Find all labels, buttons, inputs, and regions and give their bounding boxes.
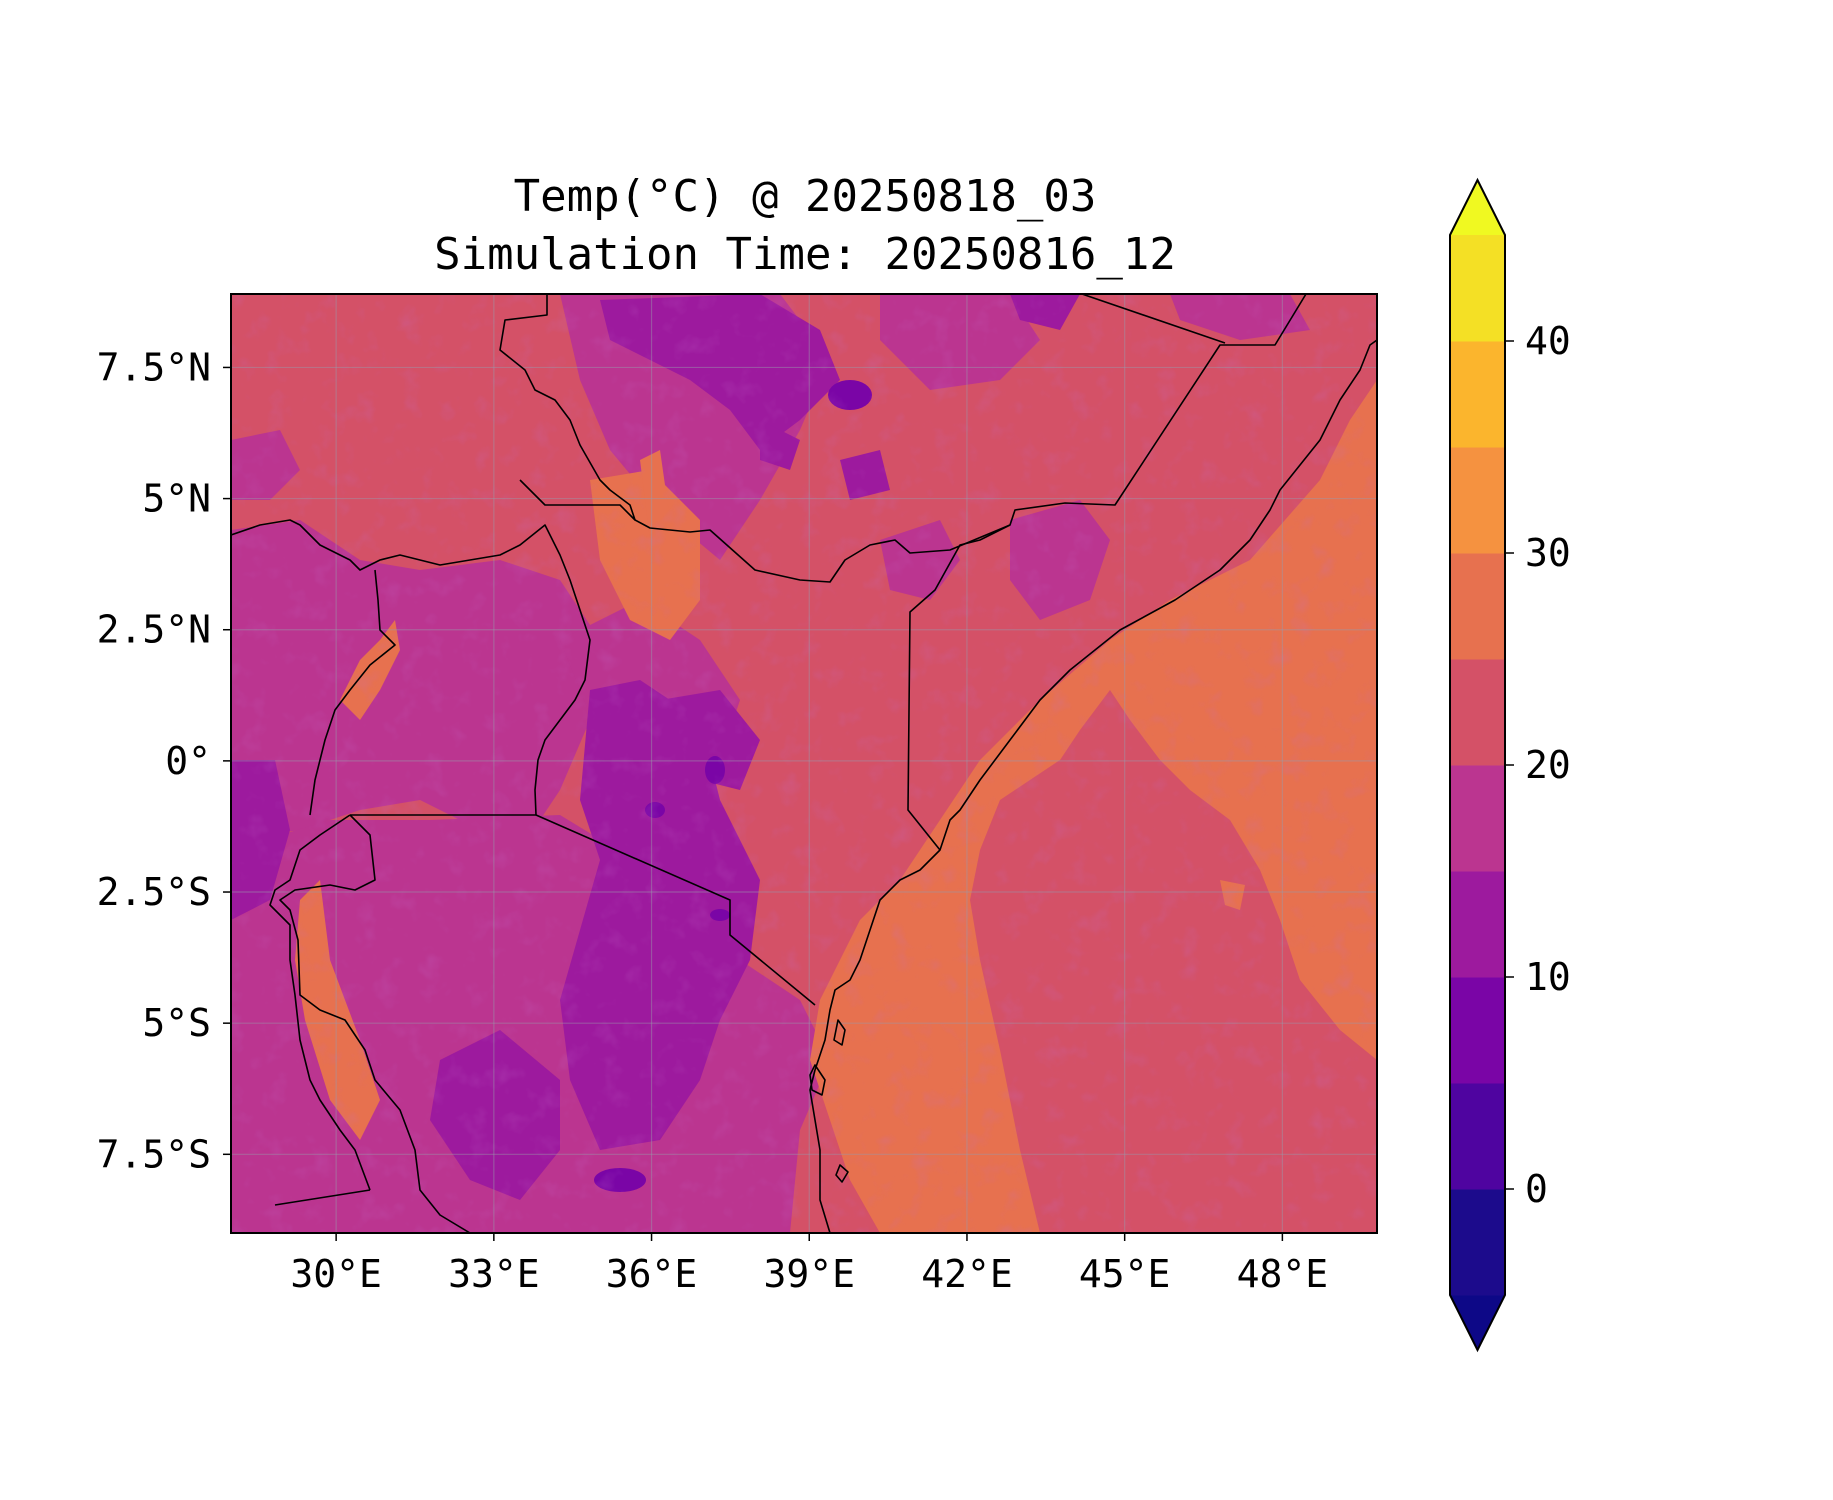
- island-pemba: [833, 1019, 846, 1046]
- border-kenya-ethiopia: [519, 479, 1011, 583]
- colorbar-tick-label: 20: [1525, 743, 1571, 787]
- map-frame: [230, 293, 1378, 1234]
- coastlines-and-borders: [231, 294, 1377, 1233]
- border-uganda-south-sudan: [231, 519, 591, 816]
- colorbar-segment: [1450, 553, 1505, 660]
- border-rwanda-burundi: [279, 814, 471, 1233]
- colorbar-segment: [1450, 1083, 1505, 1190]
- lon-tick-label: 48°E: [1237, 1252, 1329, 1296]
- border-sudan-ethiopia: [1081, 294, 1226, 344]
- lat-tick-label: 2.5°S: [97, 870, 211, 914]
- lon-tick-label: 42°E: [921, 1252, 1013, 1296]
- colorbar-segment: [1450, 659, 1505, 766]
- lat-tick-label: 0°: [165, 739, 211, 783]
- colorbar: 0 10 20 30 40: [1449, 177, 1571, 1353]
- map-gridlines: [231, 294, 1377, 1233]
- lat-tick-label: 5°N: [142, 477, 211, 521]
- lat-tick-label: 7.5°S: [97, 1132, 211, 1176]
- island-mafia: [835, 1164, 849, 1183]
- lat-tick-label: 5°S: [142, 1001, 211, 1045]
- border-zambia: [274, 1189, 371, 1206]
- coastline-horn: [809, 339, 1377, 1233]
- colorbar-tick-label: 30: [1525, 531, 1571, 575]
- lon-tick-label: 36°E: [606, 1252, 698, 1296]
- lon-tick-label: 30°E: [290, 1252, 382, 1296]
- border-drc-uganda: [309, 569, 396, 816]
- lon-tick-label: 45°E: [1079, 1252, 1171, 1296]
- latitude-axis: 7.5°N 5°N 2.5°N 0° 2.5°S 5°S 7.5°S: [97, 345, 231, 1176]
- colorbar-extend-high: [1450, 180, 1505, 235]
- longitude-axis: 30°E 33°E 36°E 39°E 42°E 45°E 48°E: [290, 1233, 1328, 1296]
- colorbar-segment: [1450, 977, 1505, 1084]
- colorbar-segment: [1450, 871, 1505, 978]
- colorbar-segment: [1450, 235, 1505, 342]
- island-zanzibar: [809, 1064, 826, 1096]
- colorbar-outline: [1449, 177, 1506, 1353]
- colorbar-tick-label: 10: [1525, 955, 1571, 999]
- border-kenya-tanzania: [535, 814, 816, 1006]
- lon-tick-label: 33°E: [448, 1252, 540, 1296]
- border-drc-tanzania-lake: [269, 814, 371, 1191]
- colorbar-tick-label: 40: [1525, 319, 1571, 363]
- border-south-sudan: [499, 294, 636, 521]
- map-subtitle: Simulation Time: 20250816_12: [434, 229, 1176, 280]
- lon-tick-label: 39°E: [763, 1252, 855, 1296]
- colorbar-segment: [1450, 447, 1505, 554]
- colorbar-extend-low: [1450, 1295, 1505, 1350]
- field-texture: [231, 294, 1377, 1233]
- colorbar-tick-label: 0: [1525, 1167, 1548, 1211]
- temperature-field: [231, 294, 1377, 1233]
- lat-tick-label: 7.5°N: [97, 345, 211, 389]
- colorbar-segment: [1450, 341, 1505, 448]
- map-title: Temp(°C) @ 20250818_03: [513, 171, 1097, 222]
- colorbar-segment: [1450, 1189, 1505, 1296]
- lat-tick-label: 2.5°N: [97, 608, 211, 652]
- colorbar-segment: [1450, 765, 1505, 872]
